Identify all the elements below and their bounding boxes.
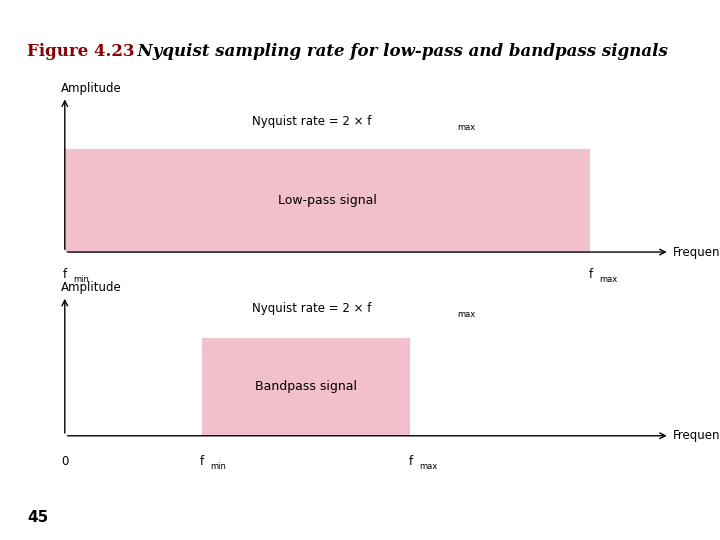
Text: max: max — [457, 123, 475, 132]
Text: Amplitude: Amplitude — [61, 281, 122, 294]
Text: Frequency: Frequency — [673, 246, 720, 259]
Text: min: min — [73, 275, 89, 285]
Text: max: max — [457, 309, 475, 319]
Text: Figure 4.23: Figure 4.23 — [27, 43, 135, 60]
Bar — [65, 149, 590, 252]
Text: max: max — [599, 275, 617, 285]
Text: Bandpass signal: Bandpass signal — [255, 380, 357, 393]
Text: Nyquist sampling rate for low-pass and bandpass signals: Nyquist sampling rate for low-pass and b… — [126, 43, 668, 60]
Text: min: min — [210, 462, 226, 471]
Text: max: max — [419, 462, 437, 471]
Text: Low-pass signal: Low-pass signal — [278, 194, 377, 207]
Text: Nyquist rate = 2 × f: Nyquist rate = 2 × f — [252, 302, 372, 315]
Text: f: f — [588, 268, 593, 281]
Text: 45: 45 — [27, 510, 48, 525]
Text: 0: 0 — [61, 455, 68, 468]
Text: f: f — [199, 455, 204, 468]
Text: Nyquist rate = 2 × f: Nyquist rate = 2 × f — [252, 114, 372, 127]
Text: f: f — [63, 268, 67, 281]
Text: Amplitude: Amplitude — [61, 82, 122, 94]
Text: f: f — [408, 455, 413, 468]
Bar — [202, 338, 410, 436]
Text: Frequency: Frequency — [673, 429, 720, 442]
